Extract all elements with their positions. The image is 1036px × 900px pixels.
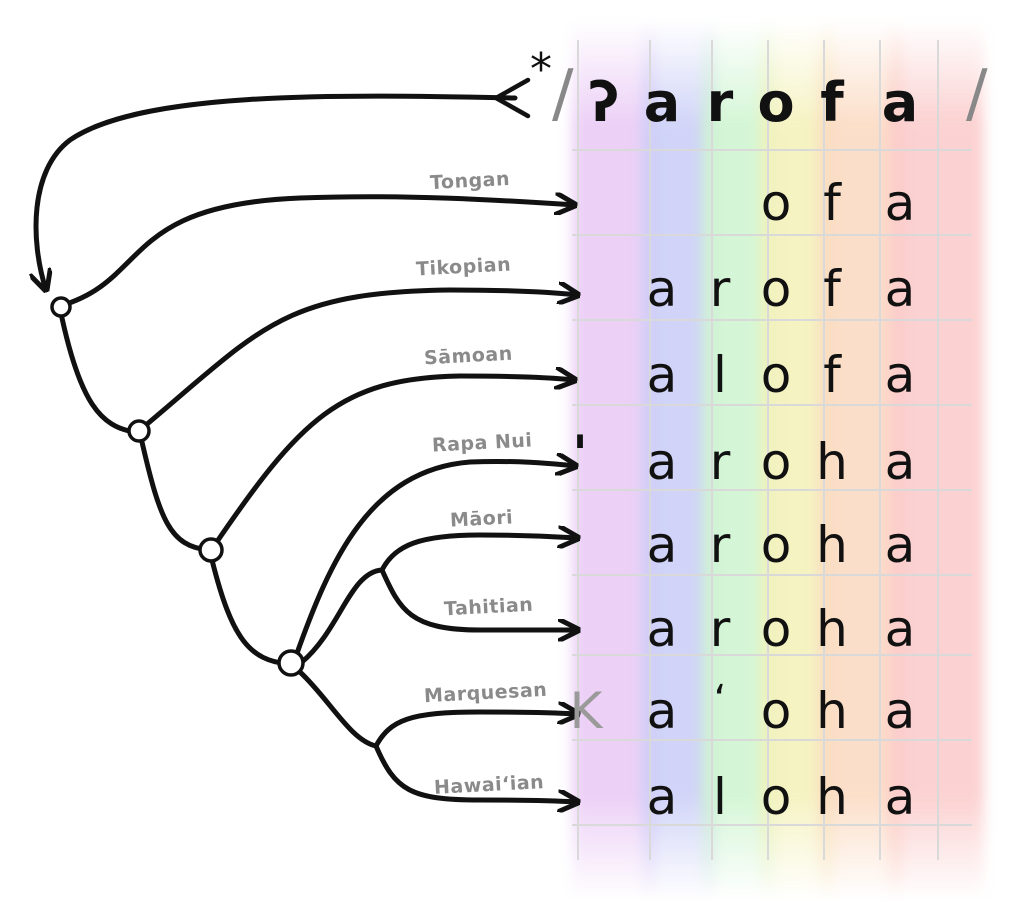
proto-segment-2: a bbox=[643, 71, 681, 134]
branch-proto-to-root bbox=[36, 93, 518, 290]
proto-arrowhead bbox=[491, 77, 531, 119]
form-segment: a bbox=[646, 346, 678, 404]
proto-segment-3: r bbox=[706, 71, 734, 134]
branch-maori bbox=[379, 535, 578, 573]
branch-tikopian bbox=[137, 290, 578, 433]
language-label: Māori bbox=[449, 506, 514, 532]
form-segment: o bbox=[760, 600, 792, 658]
form-segment: a bbox=[646, 433, 678, 491]
form-segment: ʻ bbox=[713, 677, 727, 723]
form-segment: r bbox=[709, 516, 731, 574]
table-grid bbox=[572, 40, 972, 860]
form-segment: a bbox=[884, 516, 916, 574]
form-segment: a bbox=[884, 260, 916, 318]
column-band-6 bbox=[888, 20, 984, 900]
open-slash: / bbox=[552, 57, 574, 131]
branch-node4-marq bbox=[297, 669, 379, 749]
form-segment: o bbox=[760, 516, 792, 574]
form-segment: o bbox=[760, 174, 792, 232]
form-segment: a bbox=[884, 600, 916, 658]
branch-rapanui bbox=[293, 461, 576, 659]
language-label: Sāmoan bbox=[423, 342, 514, 370]
language-label: Tongan bbox=[429, 167, 511, 195]
form-segment: o bbox=[760, 346, 792, 404]
form-segment: h bbox=[816, 600, 848, 658]
form-segment: a bbox=[646, 600, 678, 658]
close-slash: / bbox=[966, 57, 988, 131]
proto-segment-5: f bbox=[820, 71, 844, 134]
form-segment: f bbox=[823, 346, 841, 404]
form-segment: a bbox=[884, 768, 916, 826]
form-segment: f bbox=[823, 174, 841, 232]
form-segment: h bbox=[816, 516, 848, 574]
form-segment: r bbox=[709, 433, 731, 491]
branch-tongan bbox=[57, 197, 575, 309]
branch-node4-eastern bbox=[299, 567, 385, 665]
form-segment: r bbox=[709, 600, 731, 658]
form-segment: ' bbox=[572, 425, 588, 483]
form-segment: h bbox=[816, 768, 848, 826]
form-segment: l bbox=[713, 346, 727, 404]
branch-hawaiian bbox=[373, 743, 578, 802]
form-segment: a bbox=[646, 682, 678, 740]
tree-node-3 bbox=[198, 537, 224, 563]
form-segment: a bbox=[884, 433, 916, 491]
tree-node-4 bbox=[277, 649, 305, 677]
form-segment: a bbox=[884, 682, 916, 740]
proto-segment-1: ʔ bbox=[588, 71, 620, 134]
branch-tahitian bbox=[379, 567, 581, 630]
proto-segment-6: a bbox=[881, 71, 919, 134]
branch-root-node2 bbox=[59, 315, 139, 435]
form-segment: a bbox=[646, 768, 678, 826]
tree-node-root bbox=[50, 296, 72, 318]
branch-samoan bbox=[211, 376, 575, 549]
form-segment: a bbox=[884, 174, 916, 232]
form-segment: a bbox=[646, 516, 678, 574]
form-segment: K bbox=[569, 682, 603, 740]
branch-marquesan bbox=[373, 712, 578, 749]
form-segment: o bbox=[760, 260, 792, 318]
form-segment: r bbox=[709, 260, 731, 318]
proto-segment-4: o bbox=[757, 71, 795, 134]
branch-node2-node3 bbox=[139, 439, 211, 553]
form-segment: f bbox=[823, 260, 841, 318]
form-segment: h bbox=[816, 682, 848, 740]
form-segment: a bbox=[646, 260, 678, 318]
language-label: Tahitian bbox=[443, 593, 534, 621]
tree-node-2 bbox=[127, 419, 151, 443]
form-segment: l bbox=[713, 768, 727, 826]
form-segment: o bbox=[760, 682, 792, 740]
branch-node3-node4 bbox=[209, 557, 291, 667]
form-segment: o bbox=[760, 768, 792, 826]
form-segment: h bbox=[816, 433, 848, 491]
form-segment: o bbox=[760, 433, 792, 491]
reconstruction-asterisk: * bbox=[530, 44, 552, 95]
form-segment: a bbox=[884, 346, 916, 404]
